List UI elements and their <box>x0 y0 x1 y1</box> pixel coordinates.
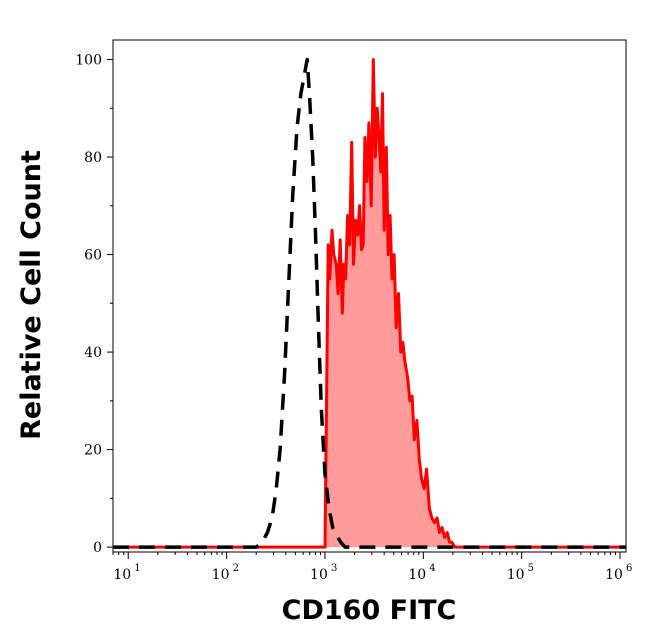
x-tick-exponent: 5 <box>528 563 534 574</box>
y-tick-label: 20 <box>84 443 102 459</box>
x-tick-exponent: 2 <box>233 563 239 574</box>
x-tick-label: 10 <box>310 567 328 583</box>
x-tick-label: 10 <box>113 567 131 583</box>
x-tick-exponent: 3 <box>331 563 337 574</box>
x-tick-label: 10 <box>408 567 426 583</box>
y-tick-label: 80 <box>84 150 102 166</box>
x-tick-exponent: 1 <box>134 563 140 574</box>
control-histogram-line <box>113 57 626 549</box>
x-tick-label: 10 <box>605 567 623 583</box>
plot-frame <box>112 39 627 553</box>
y-axis-label: Relative Cell Count <box>16 150 47 440</box>
x-tick-label: 10 <box>507 567 525 583</box>
y-tick-label: 0 <box>93 540 102 556</box>
plot-area <box>113 57 626 549</box>
stained-histogram-line <box>113 58 626 549</box>
y-tick-label: 100 <box>75 53 102 69</box>
stained-histogram-fill <box>113 59 626 548</box>
y-tick-label: 40 <box>84 345 102 361</box>
y-tick-label: 60 <box>84 248 102 264</box>
x-tick-label: 10 <box>212 567 230 583</box>
x-axis-label: CD160 FITC <box>282 595 457 626</box>
x-tick-exponent: 4 <box>429 563 435 574</box>
x-tick-exponent: 6 <box>626 563 632 574</box>
